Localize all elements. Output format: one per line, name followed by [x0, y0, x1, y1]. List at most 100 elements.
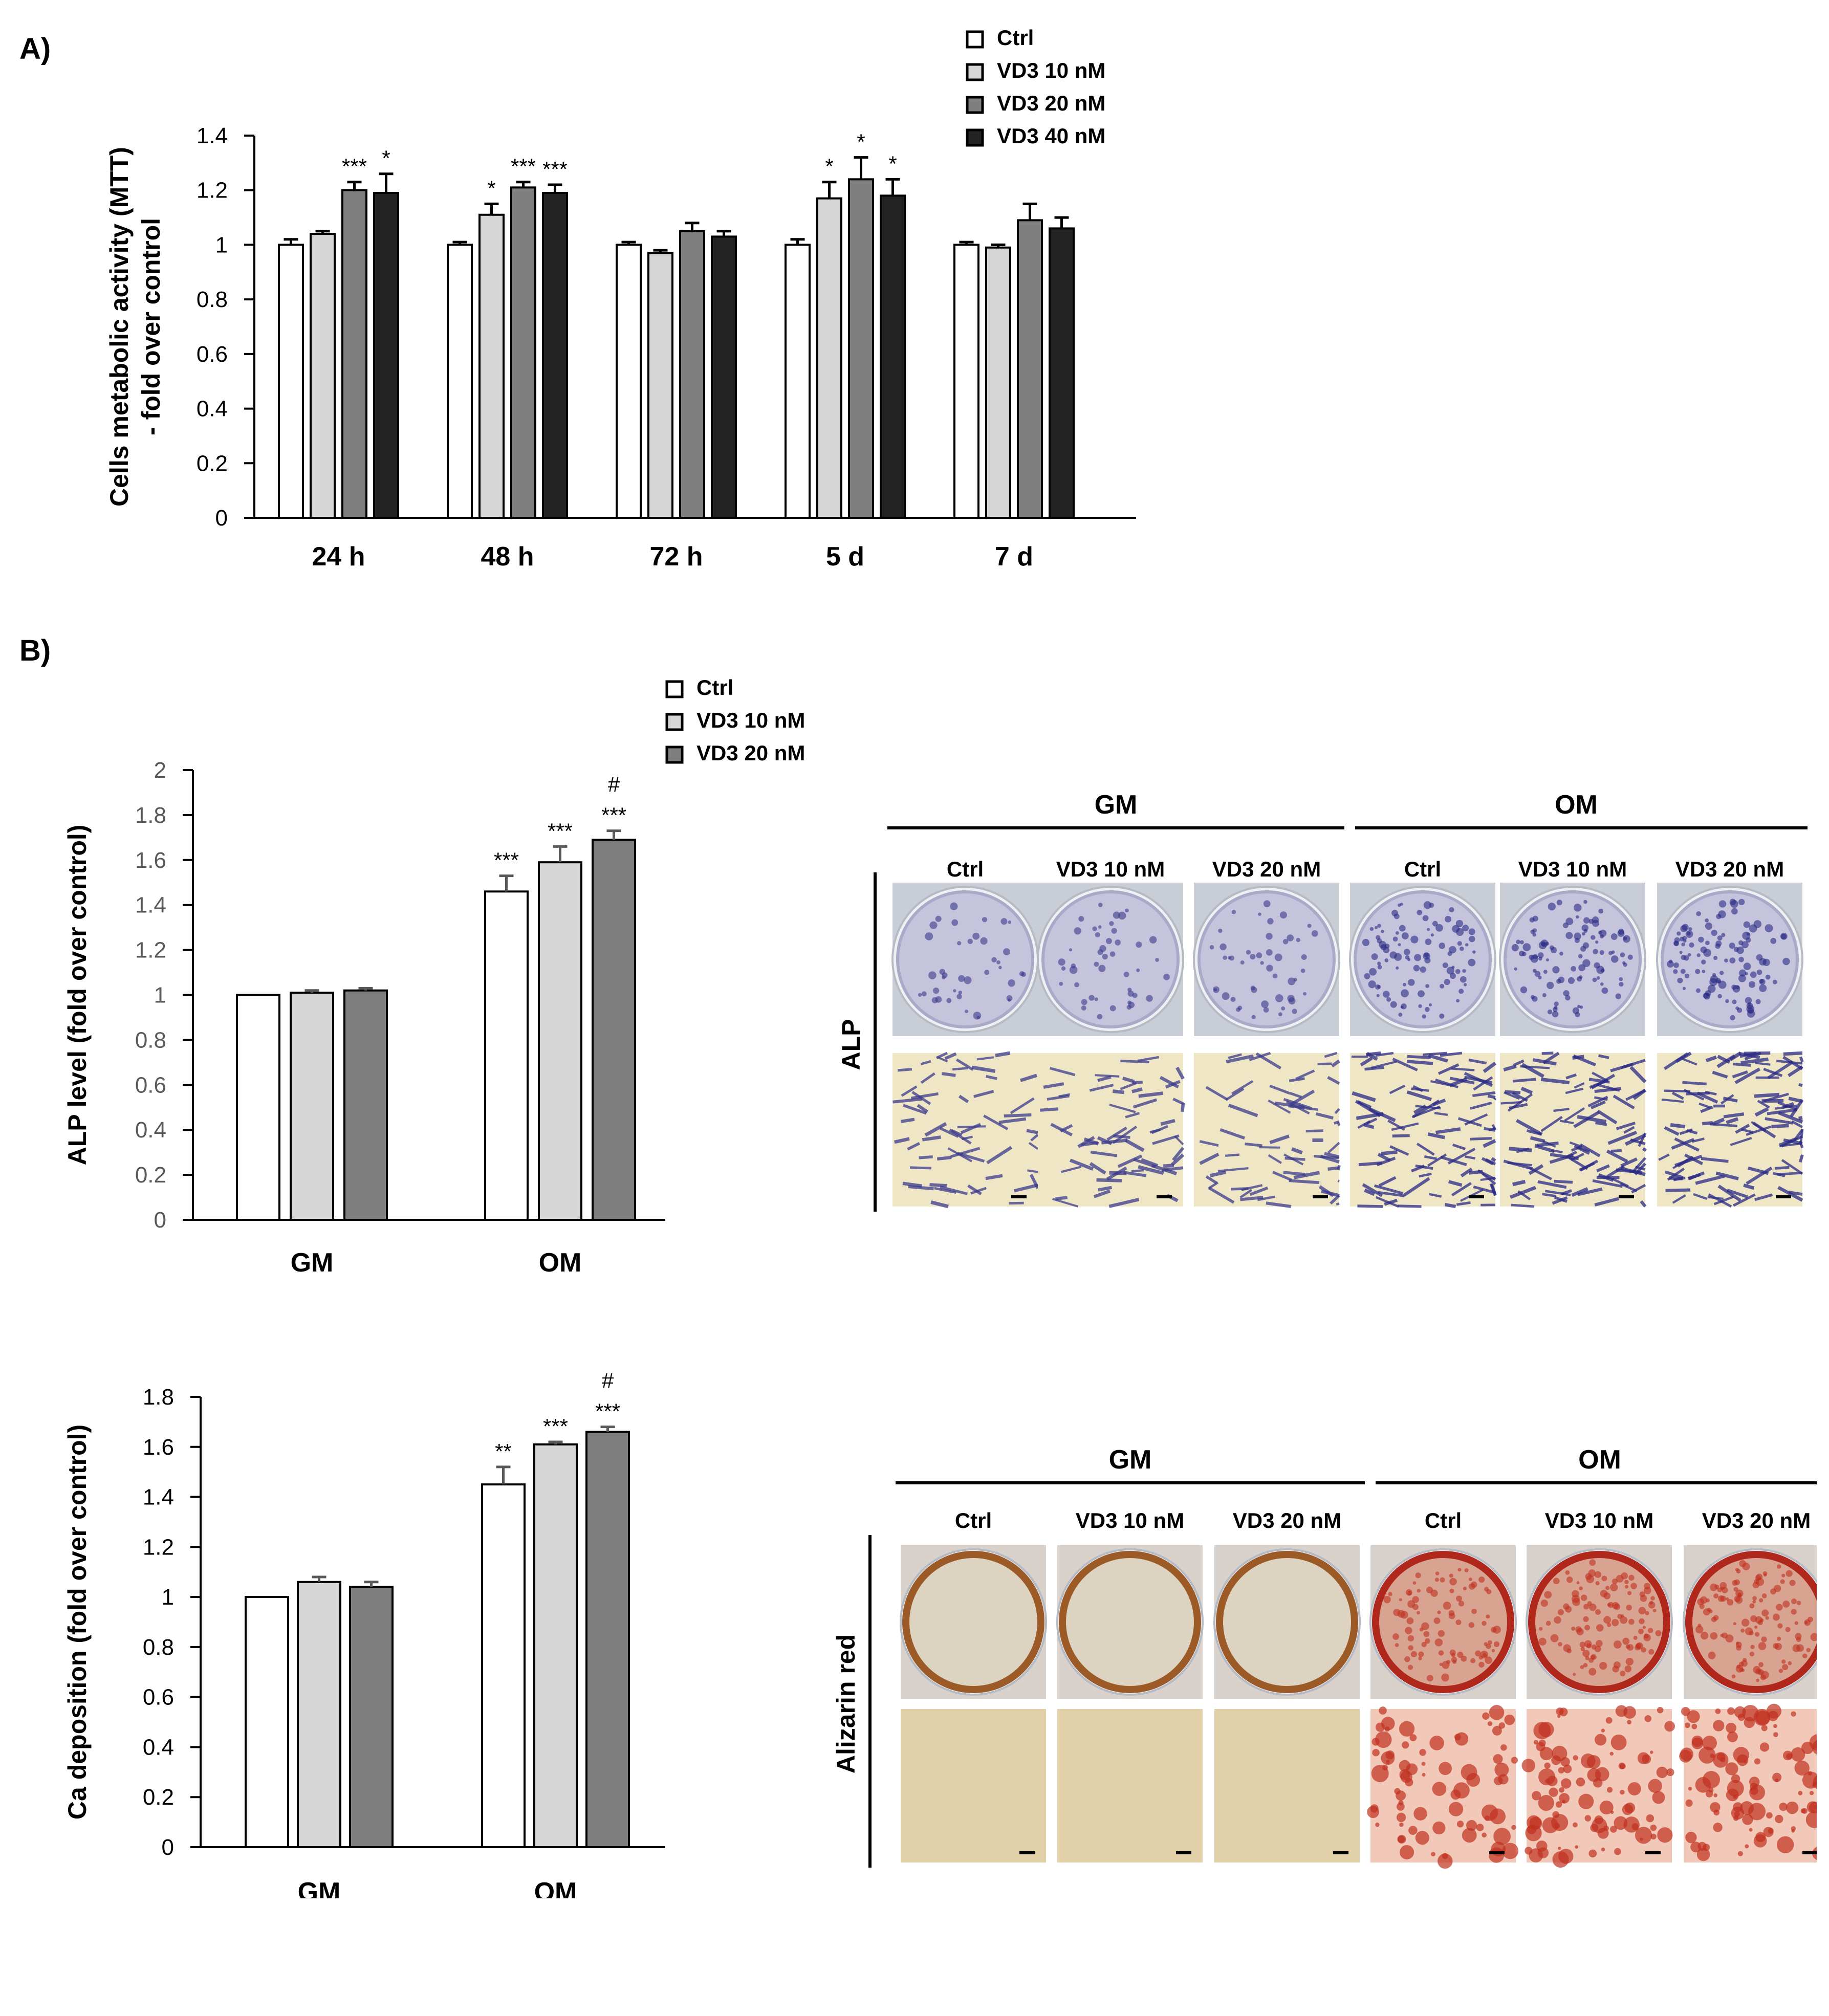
- scale-bar: [1313, 1195, 1328, 1198]
- stain-speck: [1404, 949, 1410, 955]
- stain-speck: [1095, 997, 1098, 1001]
- legend-entry: VD3 10 nM: [997, 58, 1105, 82]
- stain-speck: [1756, 999, 1761, 1004]
- stain-speck: [1622, 1638, 1629, 1645]
- stain-speck: [1676, 931, 1681, 935]
- stain-speck: [1439, 943, 1445, 949]
- significance-label: *: [888, 151, 897, 176]
- mineral-deposit: [1544, 1763, 1551, 1769]
- stain-speck: [1539, 1627, 1542, 1631]
- mineral-deposit: [1687, 1710, 1700, 1723]
- stain-speck: [1741, 1660, 1748, 1667]
- stain-speck: [1097, 1014, 1103, 1020]
- stain-speck: [1791, 1598, 1797, 1604]
- stain-speck: [1383, 1596, 1390, 1603]
- mineral-deposit: [1539, 1740, 1546, 1747]
- stain-speck: [1726, 1634, 1734, 1642]
- stain-speck: [1598, 931, 1602, 934]
- stain-speck: [1251, 987, 1257, 993]
- cell-streak: [1511, 1205, 1535, 1207]
- stain-speck: [1398, 1610, 1405, 1617]
- stain-speck: [984, 970, 989, 975]
- stain-speck: [1777, 1637, 1781, 1641]
- stain-speck: [1648, 1628, 1653, 1633]
- stain-speck: [1377, 924, 1381, 928]
- mineral-deposit: [1744, 1717, 1755, 1728]
- stain-speck: [1401, 1003, 1406, 1009]
- mineral-deposit: [1581, 1754, 1596, 1768]
- stain-speck: [1616, 993, 1621, 999]
- stain-speck: [1434, 1617, 1441, 1624]
- stain-speck: [1744, 962, 1751, 970]
- stain-speck: [1437, 1610, 1441, 1614]
- stain-speck: [1715, 944, 1721, 949]
- stain-speck: [1110, 951, 1116, 957]
- stain-speck: [1069, 948, 1072, 951]
- stain-speck: [1563, 990, 1569, 996]
- stain-speck: [1732, 1675, 1736, 1679]
- stain-speck: [1554, 1616, 1561, 1624]
- y-tick-label: 0.8: [197, 287, 228, 312]
- mineral-deposit: [1559, 1707, 1568, 1716]
- stain-speck: [1432, 921, 1438, 927]
- mineral-deposit: [1461, 1764, 1477, 1781]
- mineral-deposit: [1601, 1728, 1605, 1732]
- mineral-deposit: [1614, 1848, 1621, 1855]
- stain-speck: [1449, 907, 1454, 912]
- stain-speck: [1786, 1570, 1793, 1577]
- mineral-deposit: [1650, 1825, 1657, 1831]
- stain-speck: [1546, 1621, 1551, 1626]
- stain-speck: [1656, 1630, 1662, 1636]
- cell-streak: [1225, 1155, 1239, 1156]
- significance-label: ***: [542, 157, 568, 181]
- stain-speck: [1593, 978, 1597, 982]
- mineral-deposit: [1399, 1721, 1414, 1737]
- stain-speck: [1469, 928, 1475, 935]
- mineral-deposit: [1611, 1735, 1627, 1750]
- stain-speck: [1542, 993, 1547, 997]
- stain-speck: [1574, 933, 1581, 940]
- stain-speck: [1369, 968, 1377, 976]
- mineral-deposit: [1808, 1771, 1812, 1776]
- stain-speck: [1707, 1608, 1711, 1612]
- stain-speck: [1681, 943, 1685, 947]
- stain-speck: [1688, 953, 1691, 957]
- scale-bar: [1157, 1195, 1172, 1198]
- cell-streak: [919, 1157, 933, 1158]
- mineral-deposit: [1685, 1722, 1690, 1728]
- stain-speck: [1575, 1012, 1580, 1017]
- stain-speck: [1456, 999, 1460, 1002]
- stain-speck: [968, 939, 973, 944]
- mineral-deposit: [1715, 1708, 1721, 1714]
- stain-speck: [1458, 1601, 1464, 1606]
- legend-entry: VD3 40 nM: [997, 124, 1105, 148]
- mineral-deposit: [1685, 1832, 1696, 1843]
- cell-streak: [1366, 1053, 1381, 1055]
- mineral-deposit: [1511, 1825, 1516, 1830]
- stain-speck: [1514, 968, 1517, 971]
- bar-vd3-20-nm-24-h: [342, 190, 366, 518]
- legend-swatch: [967, 97, 983, 113]
- stain-speck: [922, 991, 927, 996]
- bar-vd3-20-nm-om: [593, 840, 635, 1220]
- stain-speck: [1417, 910, 1422, 915]
- stain-speck: [1756, 1679, 1759, 1682]
- stain-speck: [1701, 1632, 1708, 1639]
- stain-speck: [933, 988, 939, 994]
- stain-speck: [1375, 984, 1380, 990]
- stain-speck: [1098, 965, 1105, 972]
- stain-speck: [1597, 976, 1600, 980]
- stain-speck: [1806, 1648, 1811, 1652]
- stain-speck: [1414, 954, 1421, 961]
- stain-speck: [1701, 959, 1706, 964]
- scale-bar: [1019, 1851, 1035, 1854]
- significance-label: ***: [543, 1414, 568, 1438]
- stain-speck: [1738, 940, 1744, 946]
- cell-streak: [1407, 1057, 1431, 1058]
- stain-speck: [1399, 1598, 1402, 1601]
- mineral-deposit: [1402, 1741, 1409, 1748]
- stain-speck: [1440, 984, 1444, 989]
- stain-speck: [1146, 995, 1152, 1002]
- stain-speck: [1669, 959, 1672, 963]
